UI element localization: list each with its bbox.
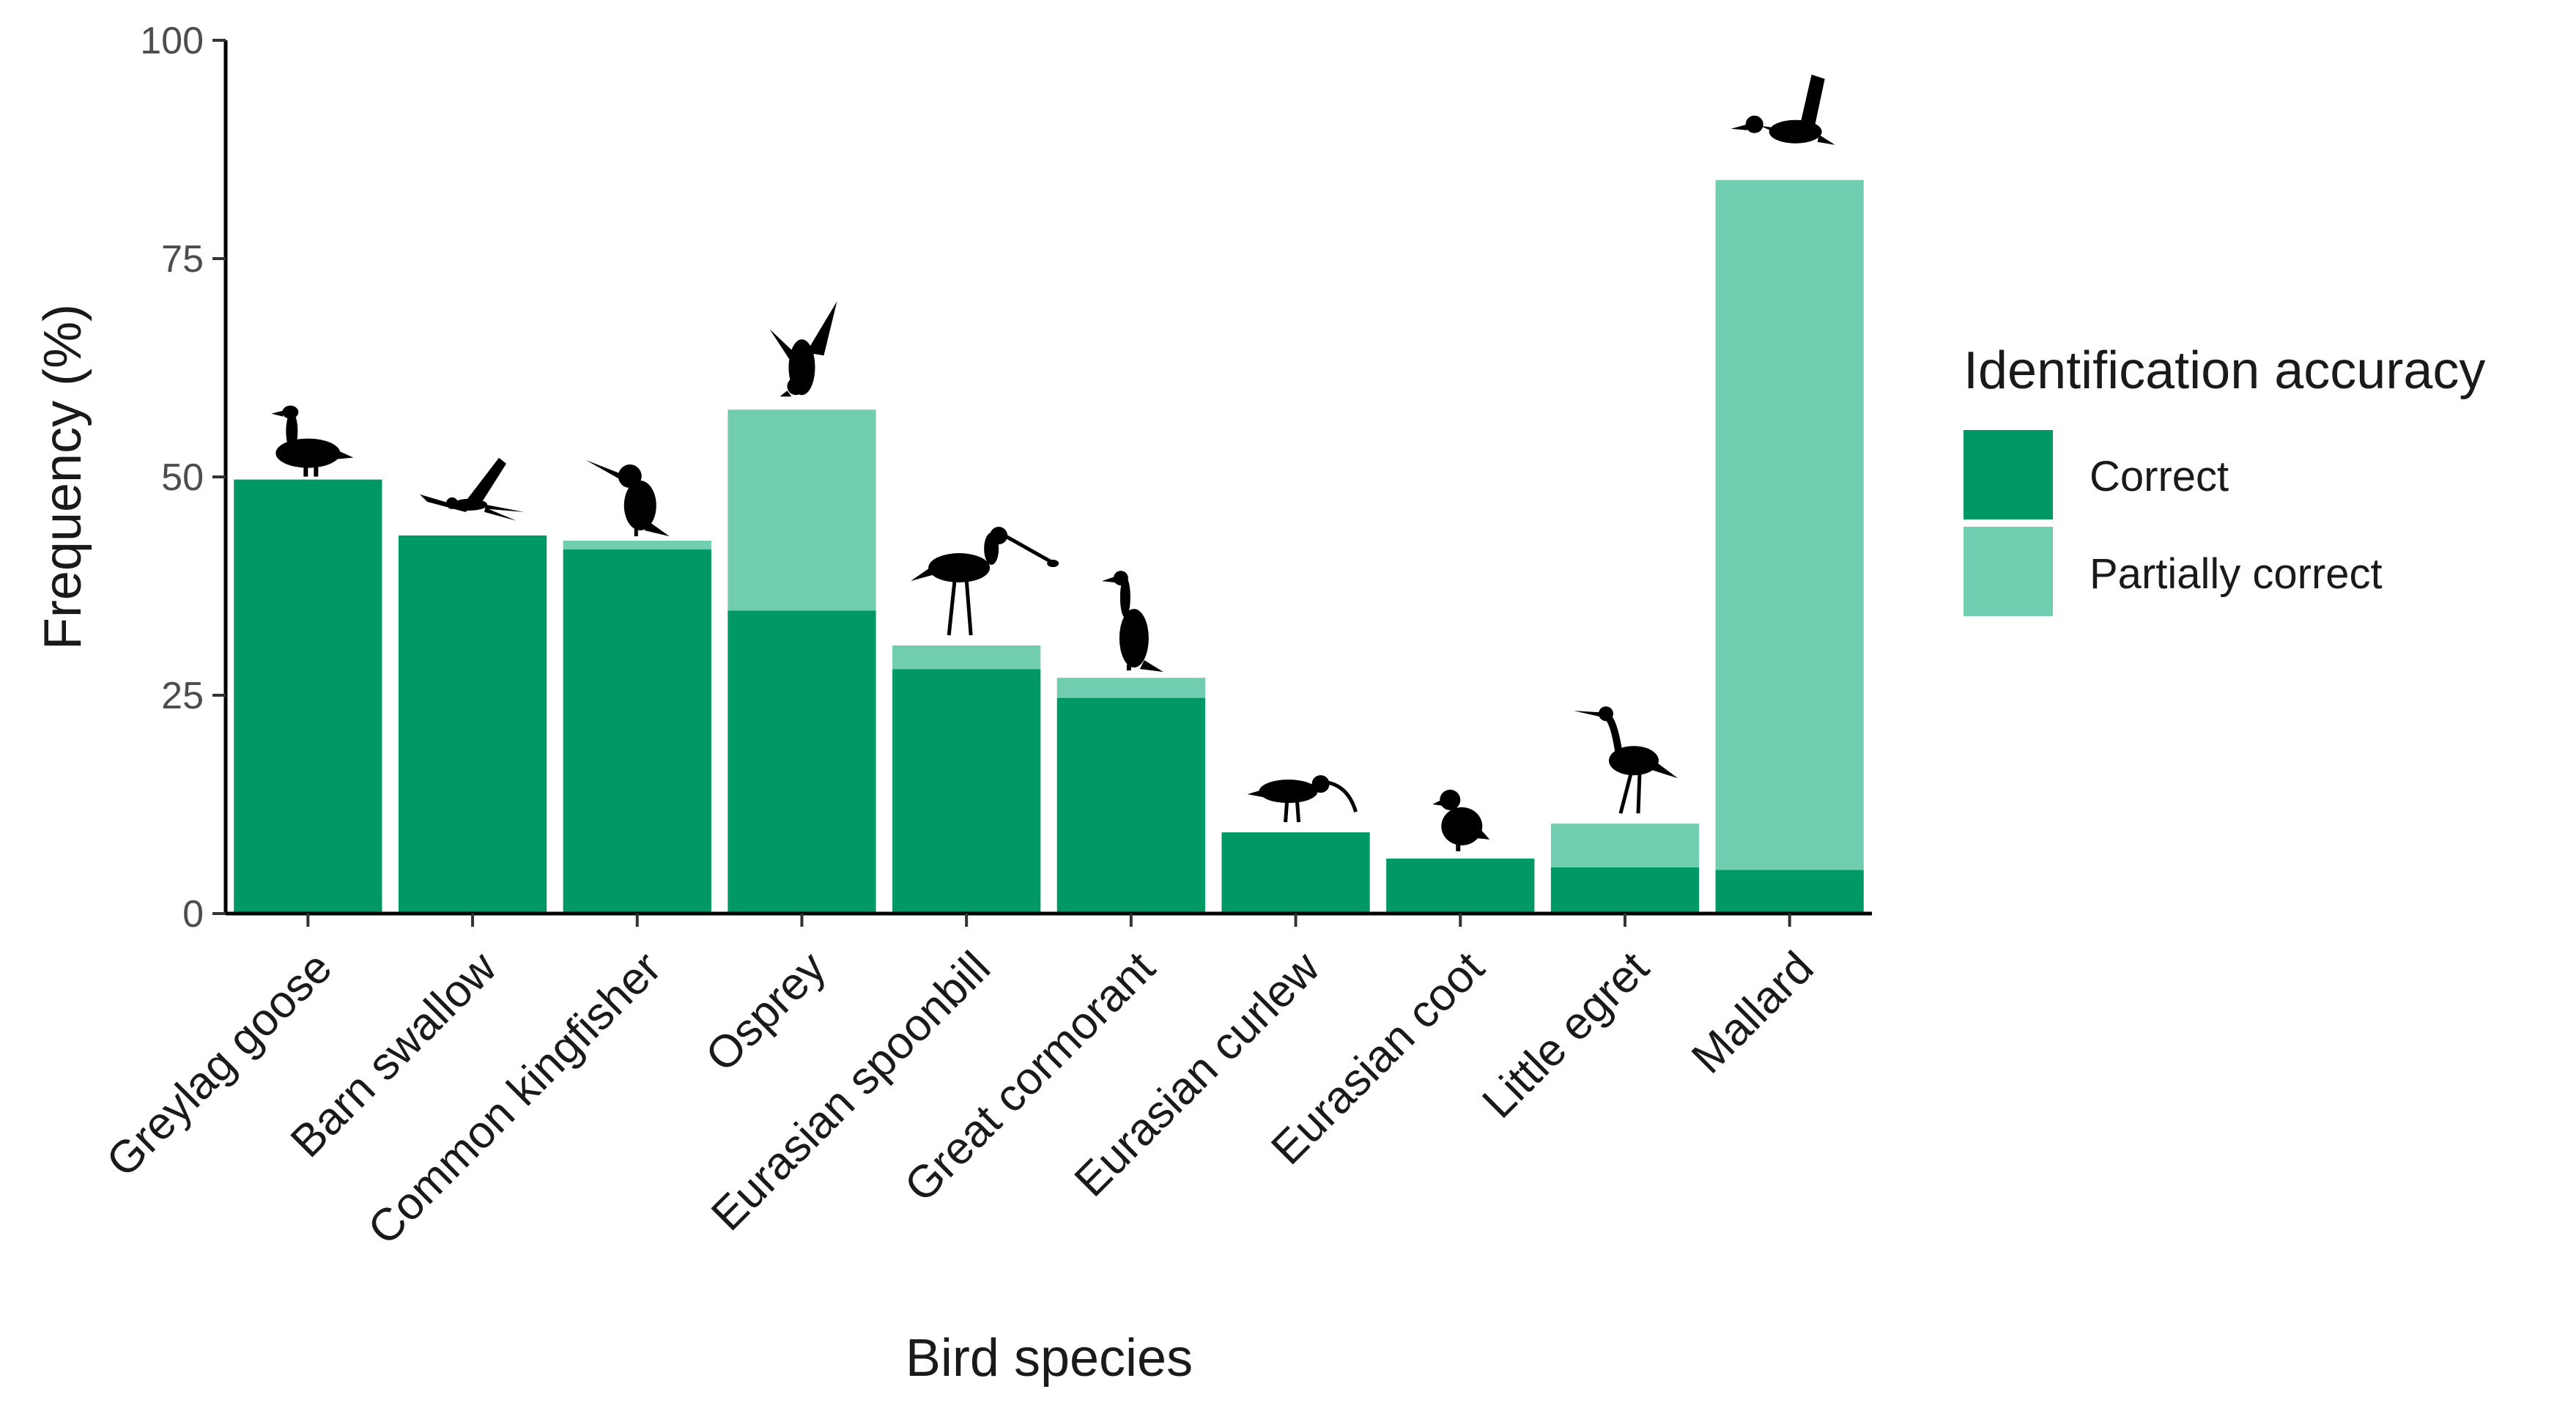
y-tick-label: 75 xyxy=(161,238,204,281)
bar-little-egret-partially-correct xyxy=(1550,823,1700,867)
bar-mallard-partially-correct xyxy=(1715,179,1864,870)
y-axis-title: Frequency (%) xyxy=(34,304,92,650)
legend-label-partially-correct: Partially correct xyxy=(2090,550,2383,598)
bar-great-cormorant-correct xyxy=(1056,697,1205,914)
spoonbill-icon xyxy=(911,527,1059,636)
bar-common-kingfisher-partially-correct xyxy=(563,541,711,549)
osprey-icon xyxy=(769,301,837,397)
x-tick-label-osprey: Osprey xyxy=(696,942,835,1081)
bar-great-cormorant-partially-correct xyxy=(1056,678,1205,698)
bars-layer xyxy=(234,179,1864,914)
goose-icon xyxy=(271,405,354,477)
legend-title: Identification accuracy xyxy=(1964,341,2485,400)
legend: Identification accuracy Correct Partiall… xyxy=(1964,341,2485,616)
bar-osprey-correct xyxy=(728,610,876,914)
bar-barn-swallow-correct xyxy=(398,535,547,914)
icons-layer xyxy=(271,74,1835,851)
bar-eurasian-curlew-correct xyxy=(1221,832,1370,914)
egret-icon xyxy=(1573,706,1678,814)
bar-eurasian-spoonbill-partially-correct xyxy=(892,645,1041,670)
bar-common-kingfisher-correct xyxy=(563,549,711,914)
bar-eurasian-coot-correct xyxy=(1386,858,1535,914)
x-tick-label-common-kingfisher: Common kingfisher xyxy=(358,942,670,1254)
bar-greylag-goose-correct xyxy=(234,479,382,914)
bar-mallard-correct xyxy=(1715,870,1864,914)
coot-icon xyxy=(1432,789,1490,851)
bar-little-egret-correct xyxy=(1550,867,1700,914)
x-tick-label-eurasian-spoonbill: Eurasian spoonbill xyxy=(702,942,1000,1240)
legend-key-correct xyxy=(1964,430,2053,519)
y-tick-label: 0 xyxy=(182,893,204,936)
bar-eurasian-spoonbill-correct xyxy=(892,669,1041,914)
swallow-icon xyxy=(420,457,525,521)
cormorant-icon xyxy=(1101,571,1163,673)
legend-key-partially-correct xyxy=(1964,527,2053,616)
y-ticks: 0 25 50 75 100 xyxy=(140,20,226,936)
x-tick-label-little-egret: Little egret xyxy=(1473,942,1659,1128)
y-tick-label: 100 xyxy=(140,20,204,62)
legend-label-correct: Correct xyxy=(2090,453,2229,500)
y-tick-label: 25 xyxy=(161,675,204,717)
curlew-icon xyxy=(1247,775,1358,823)
kingfisher-icon xyxy=(585,460,670,537)
x-axis-title: Bird species xyxy=(906,1329,1193,1388)
bar-osprey-partially-correct xyxy=(728,410,876,611)
duck-icon xyxy=(1731,74,1835,145)
y-tick-label: 50 xyxy=(161,456,204,499)
x-tick-label-mallard: Mallard xyxy=(1682,942,1824,1084)
